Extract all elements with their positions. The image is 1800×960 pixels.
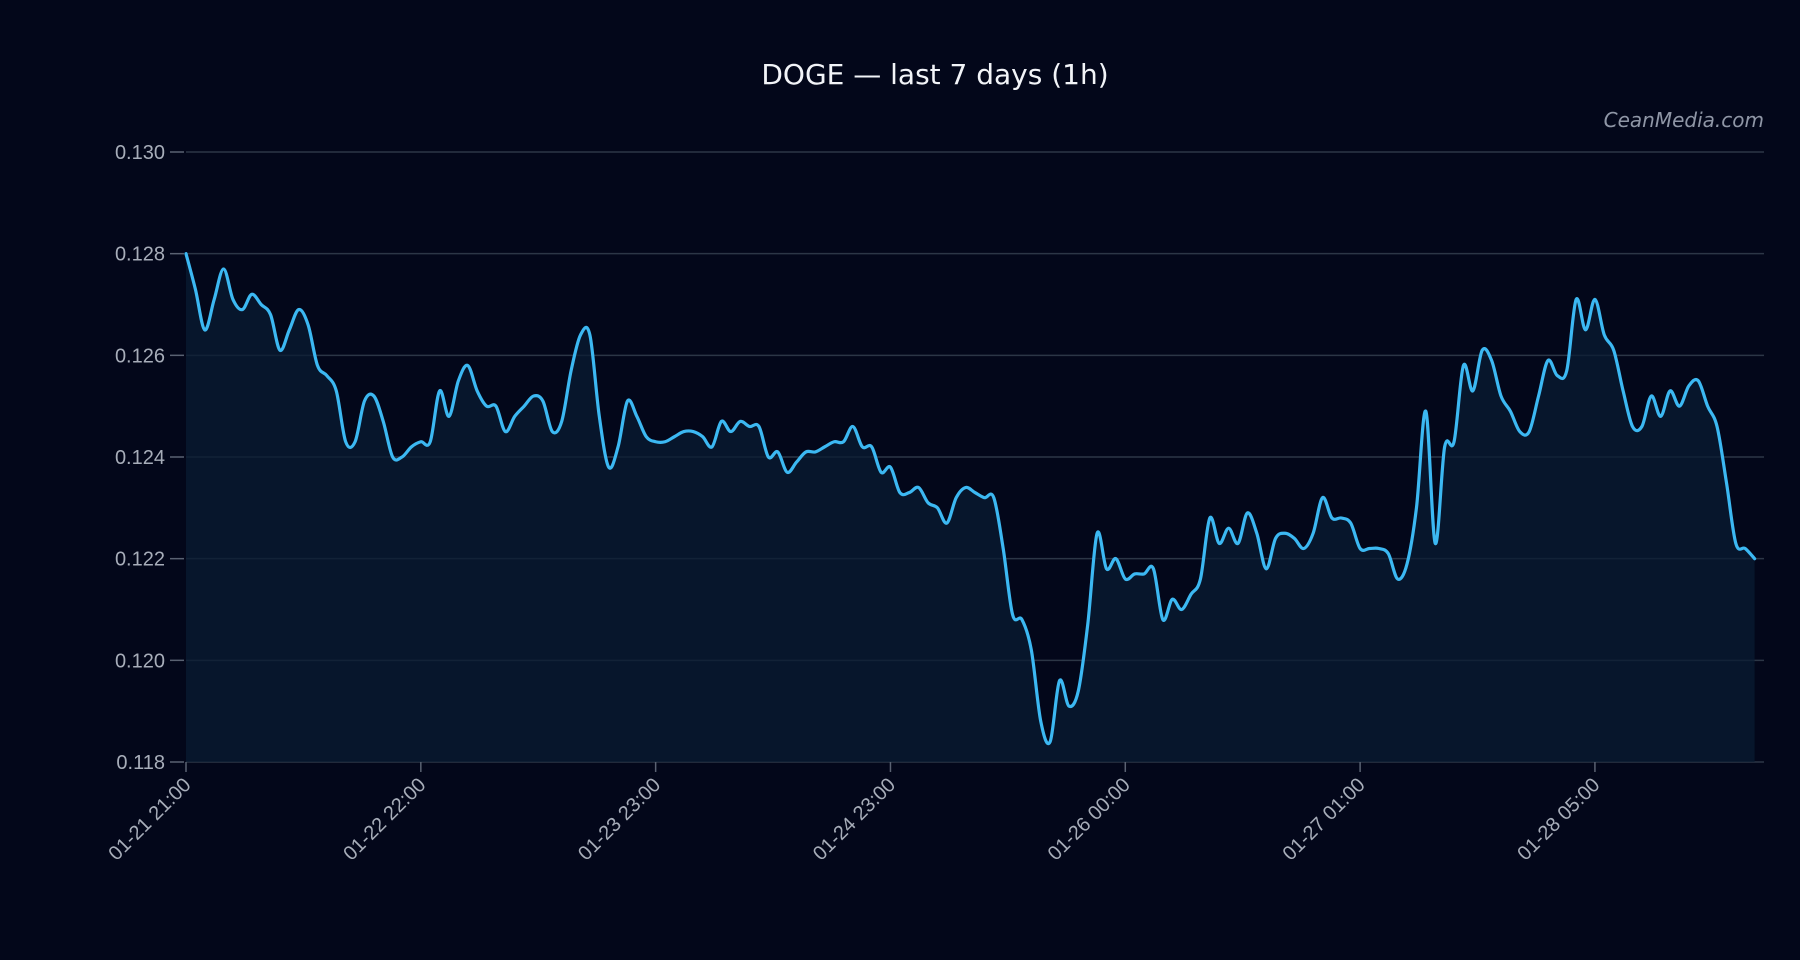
x-tick-label: 01-28 05:00 [1513, 774, 1604, 865]
y-tick-label: 0.120 [115, 650, 165, 672]
y-tick-label: 0.118 [116, 752, 165, 774]
watermark-text: CeanMedia.com [1604, 108, 1764, 132]
chart-title: DOGE — last 7 days (1h) [761, 58, 1108, 91]
y-tick-label: 0.124 [115, 447, 165, 469]
y-tick-label: 0.122 [115, 549, 165, 571]
x-tick-label: 01-22 22:00 [339, 774, 430, 865]
x-tick-label: 01-24 23:00 [809, 774, 900, 865]
y-tick-label: 0.130 [115, 142, 165, 164]
price-area-fill [186, 253, 1755, 763]
x-tick-label: 01-26 00:00 [1044, 774, 1135, 865]
y-axis: 0.130 0.128 0.126 0.124 0.122 0.120 0.118 [115, 142, 184, 774]
x-tick-label: 01-23 23:00 [574, 774, 665, 865]
y-tick-label: 0.126 [115, 345, 165, 367]
price-line [184, 252, 1757, 746]
x-tick-label: 01-27 01:00 [1279, 774, 1370, 865]
series-layer [184, 252, 1757, 763]
x-axis: 01-21 21:00 01-22 22:00 01-23 23:00 01-24 2… [104, 762, 1604, 865]
x-tick-label: 01-21 21:00 [104, 774, 195, 865]
y-tick-label: 0.128 [115, 244, 165, 266]
